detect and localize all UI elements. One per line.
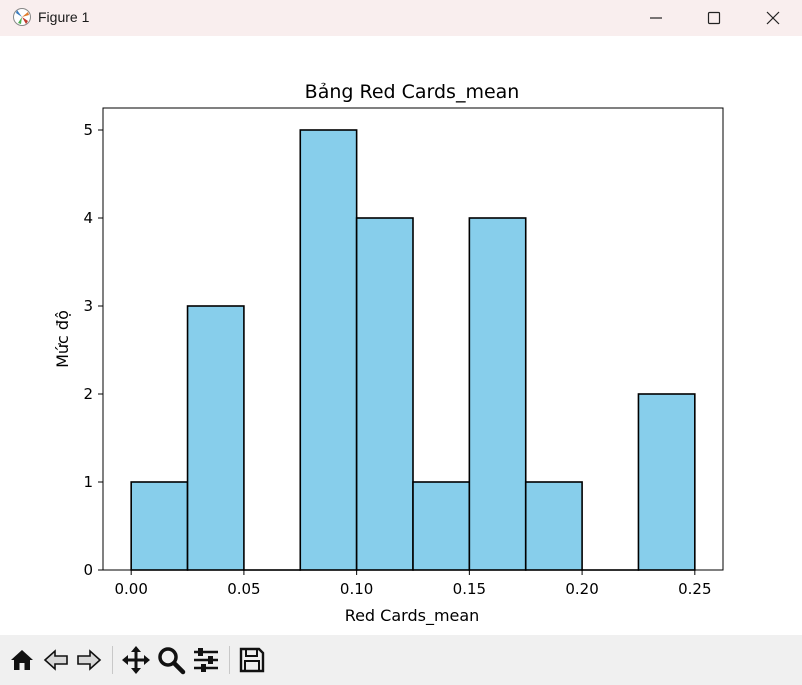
y-tick-label: 3 [83, 297, 93, 315]
close-button[interactable] [744, 0, 802, 36]
histogram-bar [186, 305, 245, 571]
navigation-toolbar [0, 635, 802, 685]
chart-title: Bảng Red Cards_mean [305, 81, 520, 103]
x-tick-label: 0.05 [227, 580, 260, 598]
zoom-icon [158, 647, 186, 675]
save-button[interactable] [237, 645, 267, 675]
axes-frame [102, 107, 724, 571]
home-button[interactable] [7, 645, 37, 675]
y-tick-label: 1 [83, 473, 93, 491]
toolbar-separator [112, 646, 113, 674]
toolbar-separator [229, 646, 230, 674]
histogram-bar [355, 217, 414, 571]
pan-icon [122, 646, 150, 674]
save-icon [239, 647, 265, 673]
configure-subplots-icon [194, 648, 218, 672]
x-axis-label: Red Cards_mean [345, 606, 480, 626]
forward-arrow-icon [77, 649, 102, 671]
configure-subplots-button[interactable] [191, 645, 221, 675]
home-icon [11, 650, 33, 670]
back-button[interactable] [41, 645, 71, 675]
x-tick-label: 0.00 [114, 580, 147, 598]
histogram-bar [299, 129, 358, 571]
x-tick-label: 0.10 [340, 580, 373, 598]
y-tick-label: 0 [83, 561, 93, 579]
maximize-button[interactable] [685, 0, 743, 36]
forward-button[interactable] [74, 645, 104, 675]
maximize-icon [707, 11, 721, 25]
x-axis-ticks: 0.00 0.05 0.10 0.15 0.20 0.25 [114, 570, 712, 598]
y-tick-label: 5 [83, 121, 93, 139]
y-tick-label: 4 [83, 209, 93, 227]
zoom-button[interactable] [156, 645, 186, 675]
back-arrow-icon [43, 649, 68, 671]
pan-button[interactable] [121, 645, 151, 675]
y-axis-ticks: 0 1 2 3 4 5 [83, 121, 103, 579]
y-tick-label: 2 [83, 385, 93, 403]
figure-canvas[interactable]: Bảng Red Cards_mean 0.00 0.05 0.10 0.15 0.20… [0, 36, 802, 635]
x-tick-label: 0.15 [453, 580, 486, 598]
x-tick-label: 0.20 [565, 580, 598, 598]
x-tick-label: 0.25 [678, 580, 711, 598]
histogram-bar [524, 481, 583, 571]
y-axis-label: Mức độ [53, 310, 72, 368]
histogram-bars [130, 129, 696, 571]
matplotlib-app-icon [13, 8, 31, 26]
close-icon [766, 11, 780, 25]
histogram-bar [637, 393, 696, 571]
histogram-bar [412, 481, 471, 571]
window-titlebar: Figure 1 [0, 0, 802, 36]
minimize-button[interactable] [627, 0, 685, 36]
histogram-chart: Bảng Red Cards_mean 0.00 0.05 0.10 0.15 0.20… [53, 81, 724, 626]
minimize-icon [650, 17, 662, 19]
histogram-bar [468, 217, 527, 571]
histogram-bar [130, 481, 189, 571]
window-title: Figure 1 [38, 9, 90, 25]
